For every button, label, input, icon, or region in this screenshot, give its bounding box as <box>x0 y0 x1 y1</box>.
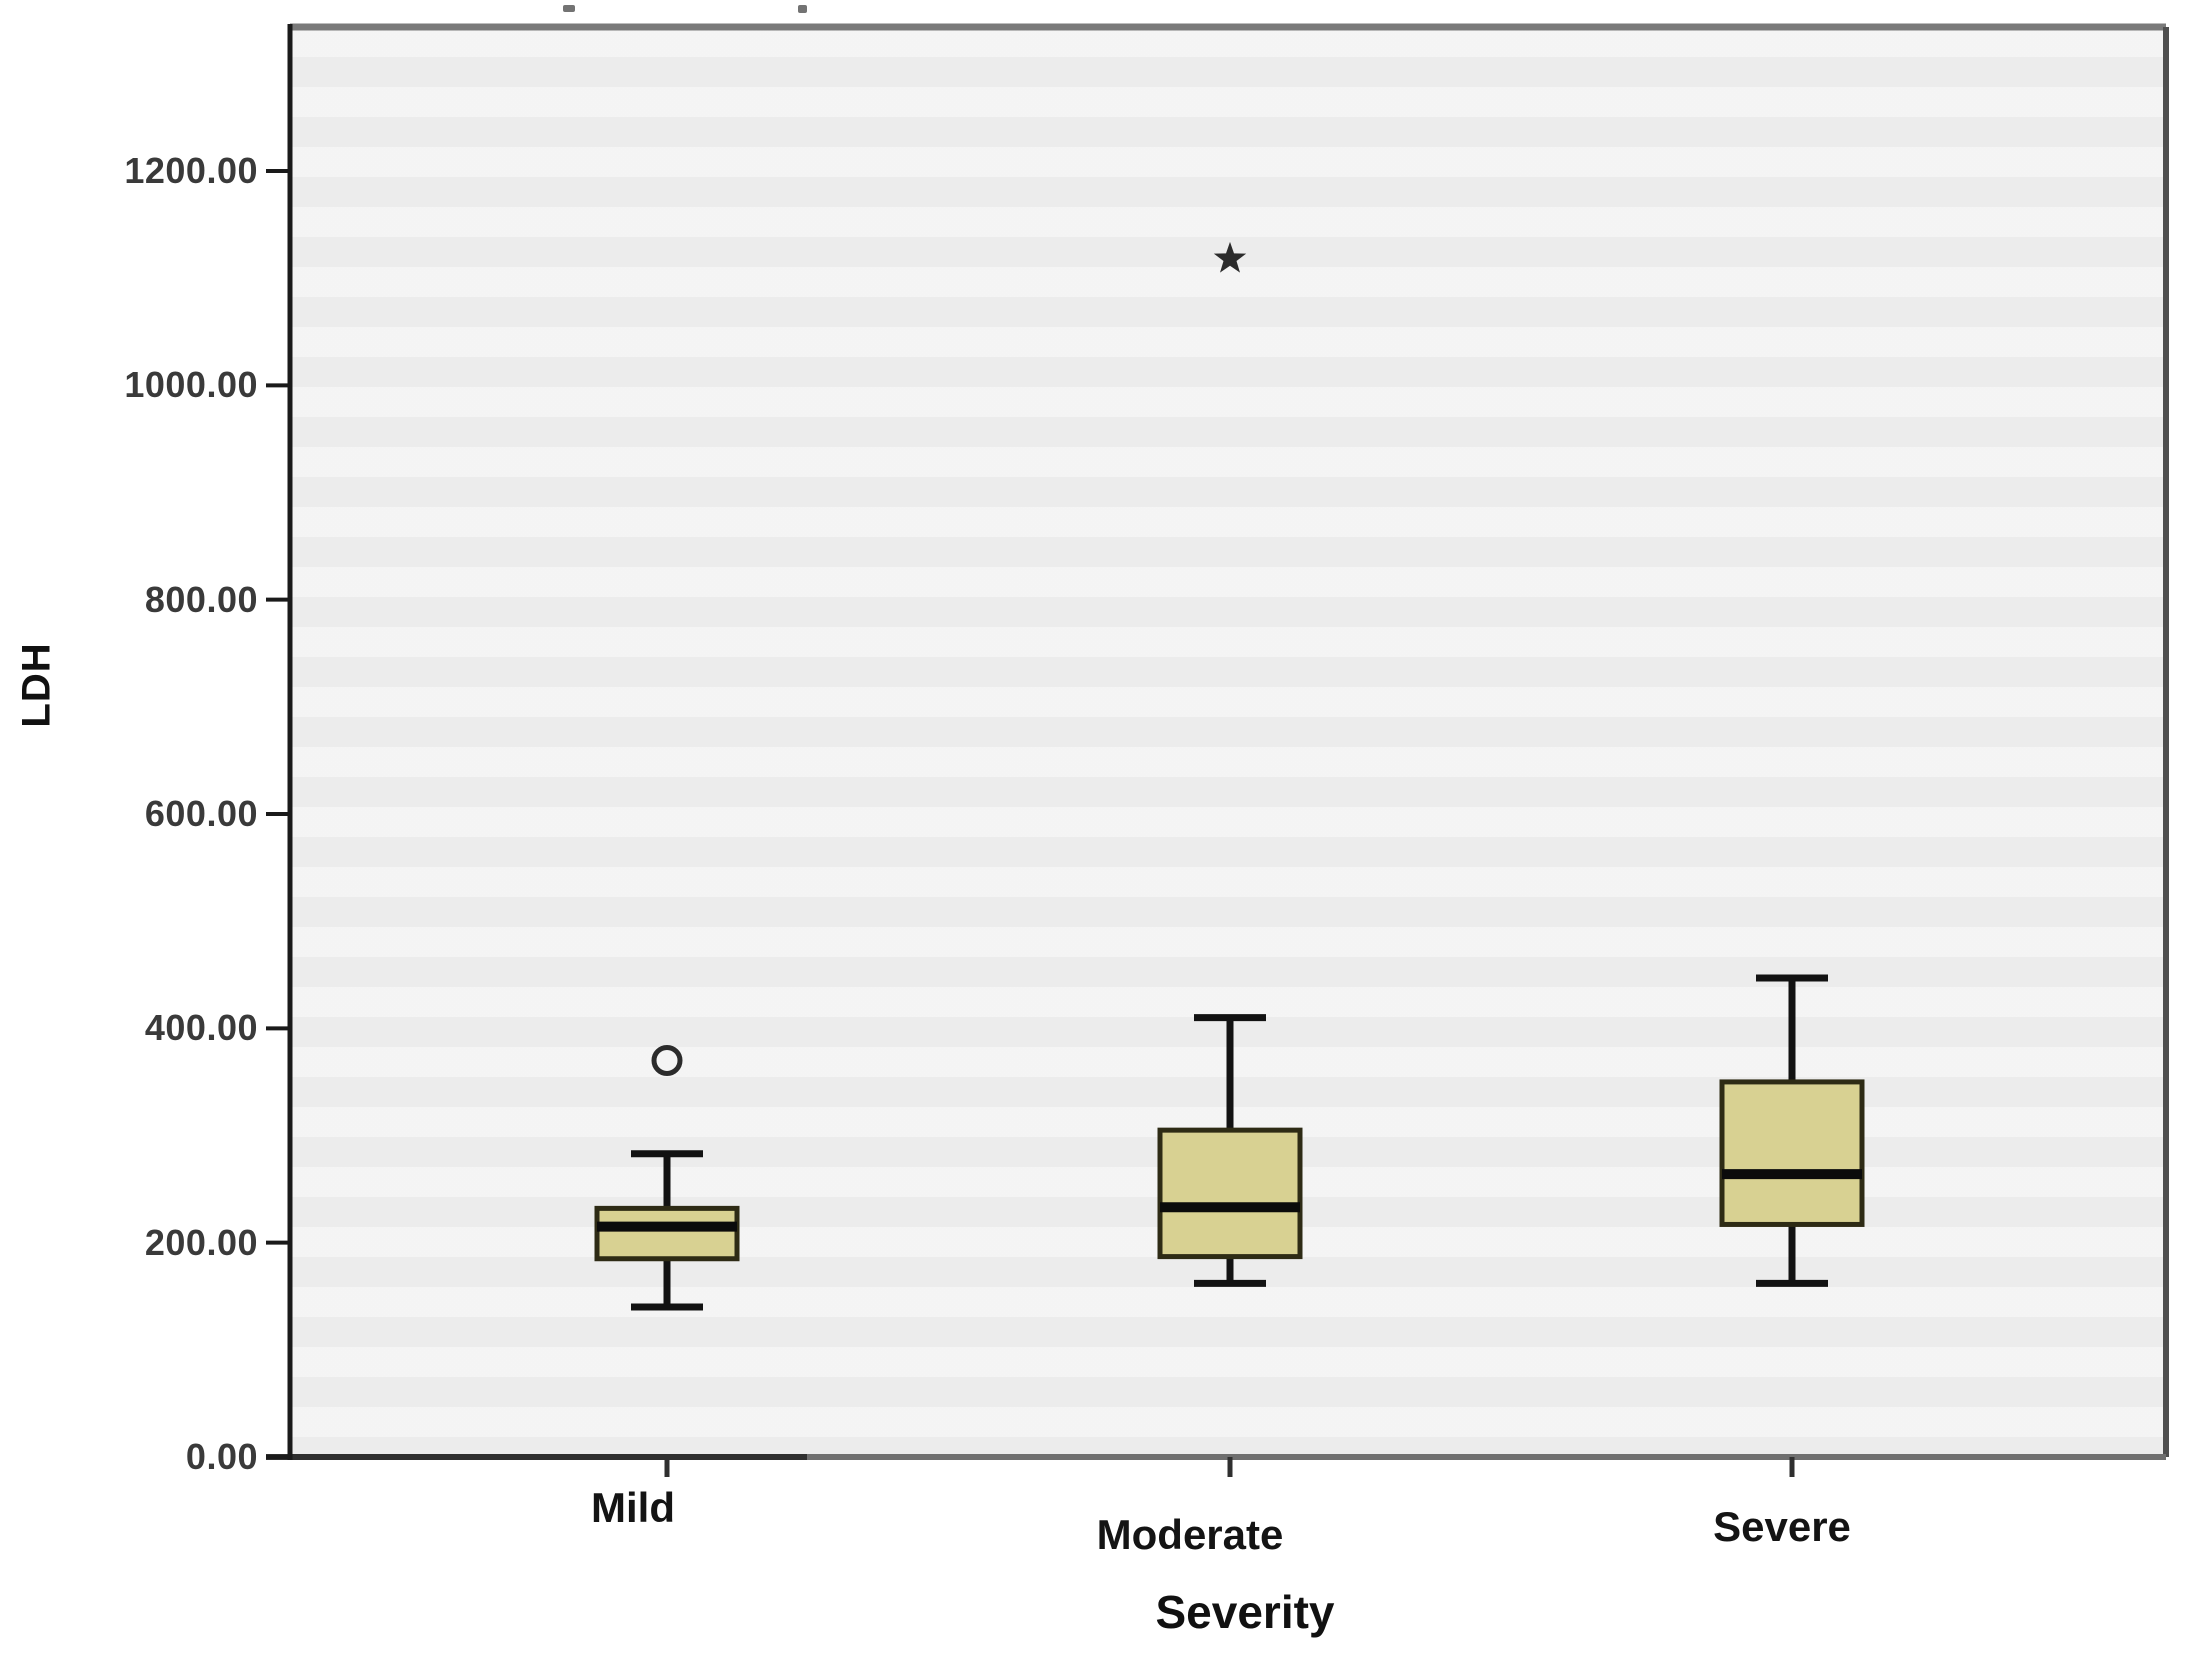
y-tick-label: 400.00 <box>144 1007 258 1049</box>
y-axis-title: LDH <box>14 642 59 728</box>
x-axis-title: Severity <box>1155 1586 1335 1638</box>
y-tick-label: 1000.00 <box>124 364 258 406</box>
category-label-severe: Severe <box>1713 1503 1851 1550</box>
outlier-circle-mild <box>651 1044 683 1076</box>
y-tick-label: 800.00 <box>144 578 258 620</box>
category-label-mild: Mild <box>591 1484 675 1531</box>
y-tick-label: 1200.00 <box>124 150 258 191</box>
box-mild <box>594 1205 740 1262</box>
outlier-star-moderate <box>1213 241 1247 273</box>
box-severe <box>1719 1079 1865 1227</box>
y-tick-label: 0.00 <box>185 1436 258 1477</box>
category-label-moderate: Moderate <box>1096 1511 1284 1558</box>
box-moderate <box>1157 1127 1303 1260</box>
y-tick-label: 600.00 <box>144 793 258 834</box>
artifact-mark <box>563 5 575 12</box>
y-tick-label: 200.00 <box>144 1221 258 1263</box>
artifact-mark <box>798 5 807 13</box>
